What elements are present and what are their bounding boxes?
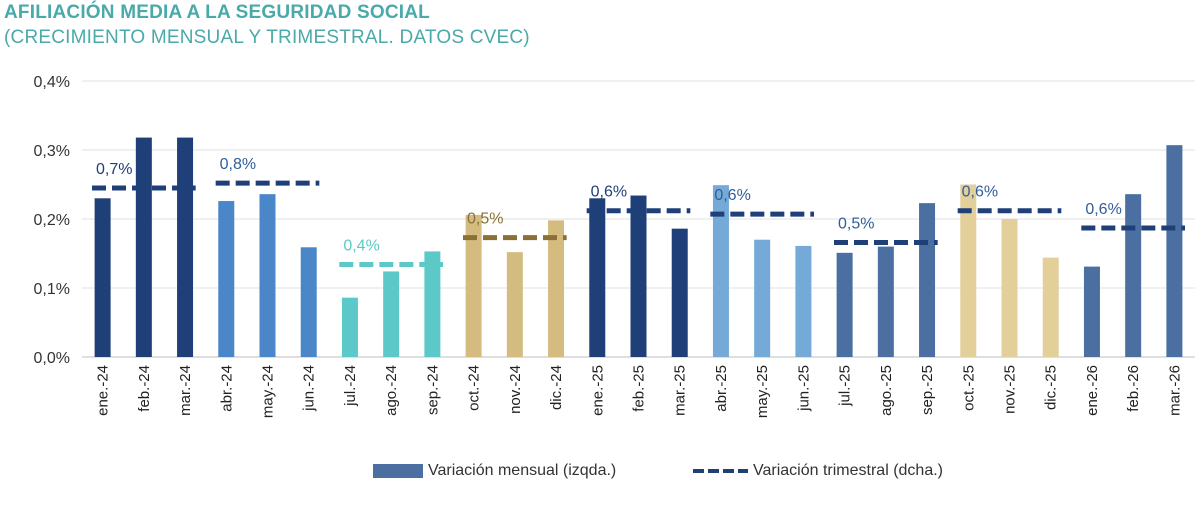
- y-tick-label: 0,1%: [34, 281, 70, 298]
- bar: [383, 271, 400, 357]
- chart-subtitle: (CRECIMIENTO MENSUAL Y TRIMESTRAL. DATOS…: [4, 27, 530, 48]
- y-tick-label: 0,0%: [34, 350, 70, 367]
- x-tick-label: sep.-24: [424, 365, 441, 415]
- x-tick-label: may.-24: [260, 365, 277, 418]
- legend-item-quarterly: Variación trimestral (dcha.): [693, 462, 943, 480]
- y-tick-label: 0,2%: [34, 212, 70, 229]
- bar: [1166, 145, 1183, 357]
- legend-swatch-bar: [373, 464, 423, 478]
- x-tick-label: jun.-24: [301, 365, 318, 412]
- bar: [1042, 257, 1059, 357]
- x-tick-label: mar.-25: [672, 365, 689, 416]
- legend-label-monthly: Variación mensual (izqda.): [428, 462, 617, 479]
- quarterly-label: 0,6%: [1085, 201, 1121, 218]
- y-tick-label: 0,4%: [34, 74, 70, 91]
- x-tick-label: nov.-24: [507, 365, 524, 414]
- bar: [877, 246, 894, 357]
- x-tick-label: mar.-24: [177, 365, 194, 416]
- bar: [424, 251, 441, 357]
- legend: Variación mensual (izqda.) Variación tri…: [0, 462, 1200, 486]
- x-tick-label: sep.-25: [919, 365, 936, 415]
- x-tick-label: jul.-25: [837, 365, 854, 407]
- x-tick-label: oct.-25: [960, 365, 977, 411]
- quarterly-label: 0,4%: [343, 238, 379, 255]
- bar: [94, 198, 111, 357]
- quarterly-label: 0,8%: [220, 156, 256, 173]
- x-tick-label: jul.-24: [342, 365, 359, 407]
- bar: [1001, 219, 1018, 357]
- bar: [177, 137, 194, 357]
- x-tick-label: abr.-25: [713, 365, 730, 412]
- quarterly-label: 0,6%: [591, 184, 627, 201]
- x-tick-label: ene.-26: [1084, 365, 1101, 416]
- bar: [548, 220, 565, 357]
- bar: [300, 247, 317, 357]
- bar: [836, 252, 853, 357]
- quarterly-label: 0,6%: [714, 187, 750, 204]
- chart-title: AFILIACIÓN MEDIA A LA SEGURIDAD SOCIAL: [4, 2, 430, 23]
- x-tick-label: feb.-26: [1125, 365, 1142, 412]
- bar: [465, 214, 482, 357]
- bar: [259, 194, 276, 357]
- bar: [1125, 194, 1142, 357]
- x-tick-label: feb.-25: [631, 365, 648, 412]
- legend-label-quarterly: Variación trimestral (dcha.): [753, 462, 943, 479]
- x-tick-label: jun.-25: [795, 365, 812, 412]
- quarterly-label: 0,5%: [838, 215, 874, 232]
- quarterly-label: 0,5%: [467, 211, 503, 228]
- y-axis: 0,0% 0,1% 0,2% 0,3% 0,4%: [34, 74, 70, 367]
- bar: [1083, 266, 1100, 357]
- quarterly-lines: 0,7% 0,8% 0,4% 0,5% 0,6% 0,6% 0,5% 0,6% 0,6%: [92, 156, 1185, 268]
- legend-swatch-dashed-line: [693, 469, 748, 473]
- x-tick-label: feb.-24: [136, 365, 153, 412]
- bar: [630, 195, 647, 357]
- bar: [506, 252, 523, 357]
- bar: [671, 228, 688, 357]
- y-tick-label: 0,3%: [34, 143, 70, 160]
- x-tick-label: ago.-25: [878, 365, 895, 416]
- bar: [589, 198, 606, 357]
- x-tick-label: nov.-25: [1002, 365, 1019, 414]
- bar: [960, 184, 977, 357]
- x-axis: ene.-24 feb.-24 mar.-24 abr.-24 may.-24 jun.-…: [95, 365, 1184, 418]
- x-tick-label: may.-25: [754, 365, 771, 418]
- bar: [795, 245, 812, 357]
- bar: [712, 185, 729, 357]
- bars: [94, 137, 1183, 357]
- x-tick-label: dic.-25: [1043, 365, 1060, 410]
- bar: [341, 297, 358, 357]
- quarterly-label: 0,6%: [962, 184, 998, 201]
- bar: [135, 137, 152, 357]
- x-tick-label: mar.-26: [1166, 365, 1183, 416]
- x-tick-label: ene.-24: [95, 365, 112, 416]
- x-tick-label: abr.-24: [218, 365, 235, 412]
- x-tick-label: ago.-24: [383, 365, 400, 416]
- bar: [754, 239, 771, 357]
- x-tick-label: dic.-24: [548, 365, 565, 410]
- bar: [919, 203, 936, 357]
- quarterly-label: 0,7%: [96, 161, 132, 178]
- legend-item-monthly: Variación mensual (izqda.): [373, 462, 616, 480]
- x-tick-label: oct.-24: [466, 365, 483, 411]
- x-tick-label: ene.-25: [589, 365, 606, 416]
- bar: [218, 201, 235, 357]
